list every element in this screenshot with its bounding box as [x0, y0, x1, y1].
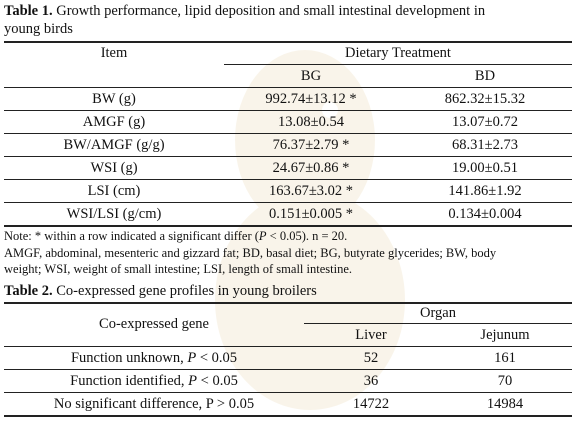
- table1-item: LSI (cm): [87, 183, 141, 199]
- table1-label: Table 1.: [4, 3, 53, 19]
- table1-bg-value: 24.67±0.86 *: [272, 160, 350, 176]
- table1-header-rule: [4, 87, 572, 88]
- table2-liver-value: 36: [363, 373, 379, 389]
- table2-liver-value: 52: [363, 350, 379, 366]
- table2-row-rule: [4, 392, 572, 393]
- table1-title-line1: Growth performance, lipid deposition and…: [56, 3, 486, 19]
- table2-col-liver: Liver: [355, 327, 387, 343]
- table1-note: Note: * within a row indicated a signifi…: [4, 228, 347, 244]
- table1-bg-value: 76.37±2.79 *: [272, 137, 350, 153]
- table1-row-rule: [4, 110, 572, 111]
- table1-item: AMGF (g): [82, 114, 146, 130]
- row-label-text: Function unknown,: [70, 350, 188, 366]
- table2-caption: Table 2. Co-expressed gene profiles in y…: [4, 282, 317, 300]
- table1-row-rule: [4, 179, 572, 180]
- table2-jejunum-value: 14984: [486, 396, 524, 412]
- table1-bd-value: 13.07±0.72: [452, 114, 518, 130]
- table2-jejunum-value: 161: [494, 350, 516, 366]
- table1-bg-value: 992.74±13.12 *: [265, 91, 357, 107]
- table1-bg-value: 0.151±0.005 *: [268, 206, 354, 222]
- table1-row-rule: [4, 202, 572, 203]
- table1-bd-value: 19.00±0.51: [452, 160, 518, 176]
- table1-abbrev-line2: weight; WSI, weight of small intestine; …: [4, 262, 352, 276]
- row-label-text: Function identified,: [70, 373, 189, 389]
- table2-bottom-rule: [4, 415, 572, 417]
- table1-bottom-rule: [4, 225, 572, 227]
- table1-bd-value: 141.86±1.92: [448, 183, 522, 199]
- table2-header-rule: [4, 346, 572, 347]
- table2-jejunum-value: 70: [497, 373, 513, 389]
- row-label-cond: < 0.05: [196, 350, 238, 366]
- table1-top-rule: [4, 41, 572, 43]
- table1-item: WSI (g): [90, 160, 138, 176]
- table2-row-label: No significant difference, P > 0.05: [53, 396, 255, 412]
- table2-col-jejunum: Jejunum: [480, 327, 530, 343]
- table1-header-item: Item: [100, 45, 128, 61]
- table2-row-label: Function unknown, P < 0.05: [4, 349, 304, 367]
- row-label-p: P: [187, 350, 197, 366]
- note-suffix: < 0.05). n = 20.: [266, 229, 348, 243]
- table2-title: Co-expressed gene profiles in young broi…: [56, 283, 317, 299]
- table1-title-line2: young birds: [4, 21, 73, 37]
- table1-abbrev-line1: AMGF, abdominal, mesenteric and gizzard …: [4, 246, 497, 260]
- table2-liver-value: 14722: [352, 396, 390, 412]
- table1-row-rule: [4, 133, 572, 134]
- note-prefix: Note: * within a row indicated a signifi…: [4, 229, 259, 243]
- table2-top-rule: [4, 302, 572, 304]
- table2-row-rule: [4, 369, 572, 370]
- table2-header-gene: Co-expressed gene: [99, 316, 209, 332]
- table2-row-label: Function identified, P < 0.05: [4, 372, 304, 390]
- table2-header-group: Organ: [420, 305, 456, 321]
- table2-group-rule: [304, 323, 572, 324]
- note-p: P: [258, 229, 267, 243]
- table1-col-bg: BG: [300, 68, 322, 84]
- table1-bd-value: 68.31±2.73: [452, 137, 518, 153]
- table1-bd-value: 862.32±15.32: [444, 91, 526, 107]
- table1-item: BW/AMGF (g/g): [63, 137, 165, 153]
- table1-group-rule: [224, 64, 572, 65]
- table2-label: Table 2.: [4, 283, 53, 299]
- table1-bg-value: 163.67±3.02 *: [268, 183, 354, 199]
- table1-item: BW (g): [92, 91, 136, 107]
- table1-header-group: Dietary Treatment: [345, 45, 451, 61]
- table1-caption: Table 1. Growth performance, lipid depos…: [4, 2, 485, 20]
- row-label-cond: < 0.05: [197, 373, 238, 389]
- table1-bg-value: 13.08±0.54: [278, 114, 344, 130]
- row-label-p: P: [188, 373, 198, 389]
- table1-bd-value: 0.134±0.004: [448, 206, 522, 222]
- table1-item: WSI/LSI (g/cm): [66, 206, 162, 222]
- table1-row-rule: [4, 156, 572, 157]
- table1-col-bd: BD: [474, 68, 496, 84]
